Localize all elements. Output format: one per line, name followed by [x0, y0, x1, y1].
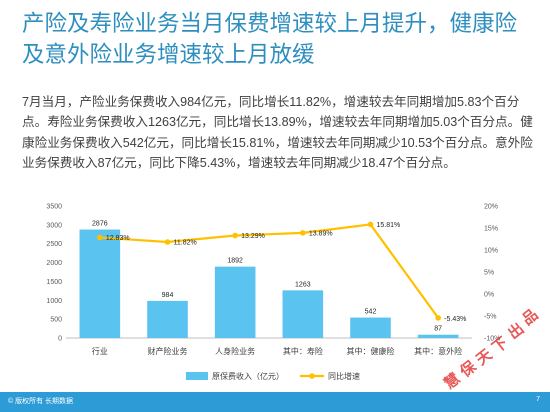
watermark-char: 品 [518, 305, 541, 328]
y-left-tick-label: 500 [50, 317, 62, 324]
y-left-tick-label: 1000 [46, 298, 62, 305]
legend-label-premium: 原保费收入（亿元） [212, 371, 284, 381]
y-left-tick-label: 2500 [46, 241, 62, 248]
footer-copyright: © 版权所有 长期数据 [8, 398, 74, 405]
x-tick-label: 人身险业务 [215, 346, 255, 356]
bar-value-label: 87 [434, 326, 442, 333]
slide-title: 产险及寿险业务当月保费增速较上月提升，健康险及意外险业务增速较上月放缓 [22, 11, 518, 67]
y-left-tick-label: 3500 [46, 204, 62, 211]
growth-rate-point [97, 234, 103, 241]
slide-body-text: 7月当月，产险业务保费收入984亿元，同比增长11.82%，增速较去年同期增加5… [22, 95, 533, 170]
y-right-tick-label: 15% [484, 226, 498, 233]
growth-rate-line [99, 223, 440, 319]
growth-rate-point [435, 315, 441, 321]
watermark-char: 下 [488, 333, 511, 356]
growth-rate-label: 13.29% [241, 233, 265, 240]
x-tick-label: 其中：健康险 [347, 346, 395, 356]
y-left-tick-label: 3000 [46, 222, 62, 229]
page-number: 7 [536, 396, 540, 403]
legend-marker-growth [309, 373, 315, 379]
bar [417, 334, 459, 338]
premium-growth-chart: 0 500 1000 1500 2000 2500 3000 3500 -10% -5% 0% 5% 1… [46, 204, 500, 382]
growth-rate-point [232, 232, 238, 239]
x-tick-label: 其中：意外险 [414, 346, 462, 356]
bar-value-label: 1892 [227, 258, 243, 265]
bar [350, 317, 391, 338]
y-right-tick-label: -5% [484, 314, 496, 321]
x-tick-label: 其中：寿险 [283, 346, 323, 356]
y-left-tick-label: 0 [58, 336, 62, 343]
growth-rate-label: 12.83% [106, 235, 130, 242]
growth-rate-point [300, 230, 306, 236]
y-right-tick-label: 0% [484, 292, 494, 299]
growth-rate-label: 13.89% [309, 230, 333, 237]
bar-value-label: 1263 [295, 281, 311, 288]
growth-rate-label: 11.82% [174, 239, 197, 246]
bar-value-label: 984 [162, 292, 174, 299]
bar [147, 300, 188, 338]
y-right-tick-label: -10% [484, 336, 500, 343]
growth-rate-point [367, 221, 374, 228]
legend-label-growth: 同比增速 [328, 371, 360, 381]
footer-bar: © 版权所有 长期数据 7 [0, 392, 550, 412]
watermark-char: 慧 [440, 369, 463, 392]
y-right-tick-label: 5% [484, 270, 494, 277]
y-right-tick-label: 10% [484, 248, 498, 255]
bar-value-label: 542 [365, 309, 377, 316]
bar [214, 266, 256, 338]
bar [282, 290, 324, 338]
x-tick-label: 行业 [92, 346, 108, 356]
growth-rate-label: 15.81% [377, 222, 401, 229]
x-tick-label: 财产险业务 [148, 346, 188, 356]
legend-swatch-premium [186, 372, 208, 380]
growth-rate-label: -5.43% [444, 316, 466, 323]
y-left-tick-label: 1500 [46, 279, 62, 286]
growth-rate-point [164, 239, 171, 245]
bar [79, 229, 121, 338]
y-left-tick-label: 2000 [46, 260, 62, 267]
bar-value-label: 2876 [92, 221, 108, 228]
y-right-tick-label: 20% [484, 204, 498, 211]
